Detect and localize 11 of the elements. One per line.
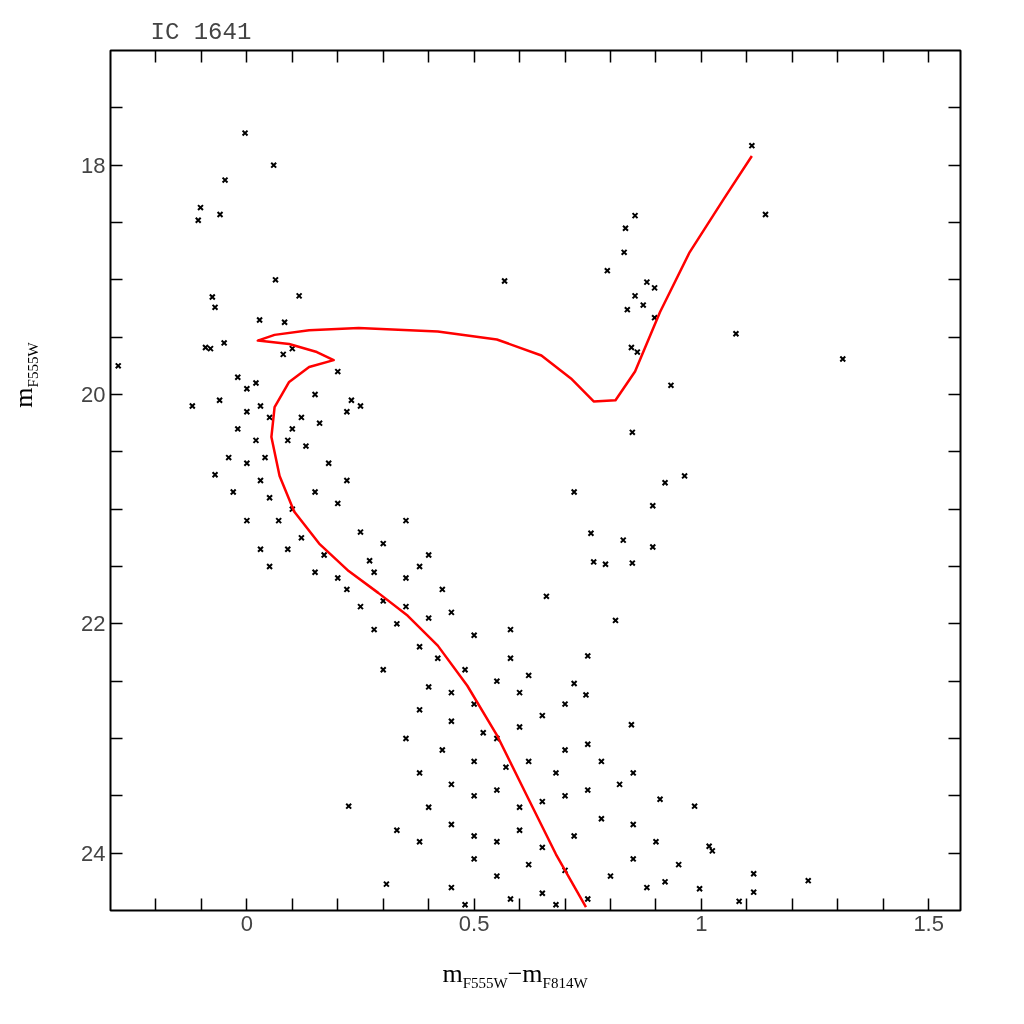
x-tick-label: 0.5	[458, 910, 490, 936]
y-tick-label: 24	[81, 840, 106, 866]
x-tick-label: 0	[240, 910, 253, 936]
x-tick-label: 1.5	[913, 910, 944, 936]
y-tick-label: 22	[81, 611, 106, 637]
x-tick-label: 1	[695, 910, 708, 936]
chart-title: IC 1641	[150, 18, 252, 46]
y-tick-label: 18	[81, 152, 106, 178]
x-axis-title: m$_{F555W}$−m$_{F814W}$	[441, 958, 589, 994]
y-tick-label: 20	[81, 382, 106, 407]
line-series	[256, 154, 754, 909]
